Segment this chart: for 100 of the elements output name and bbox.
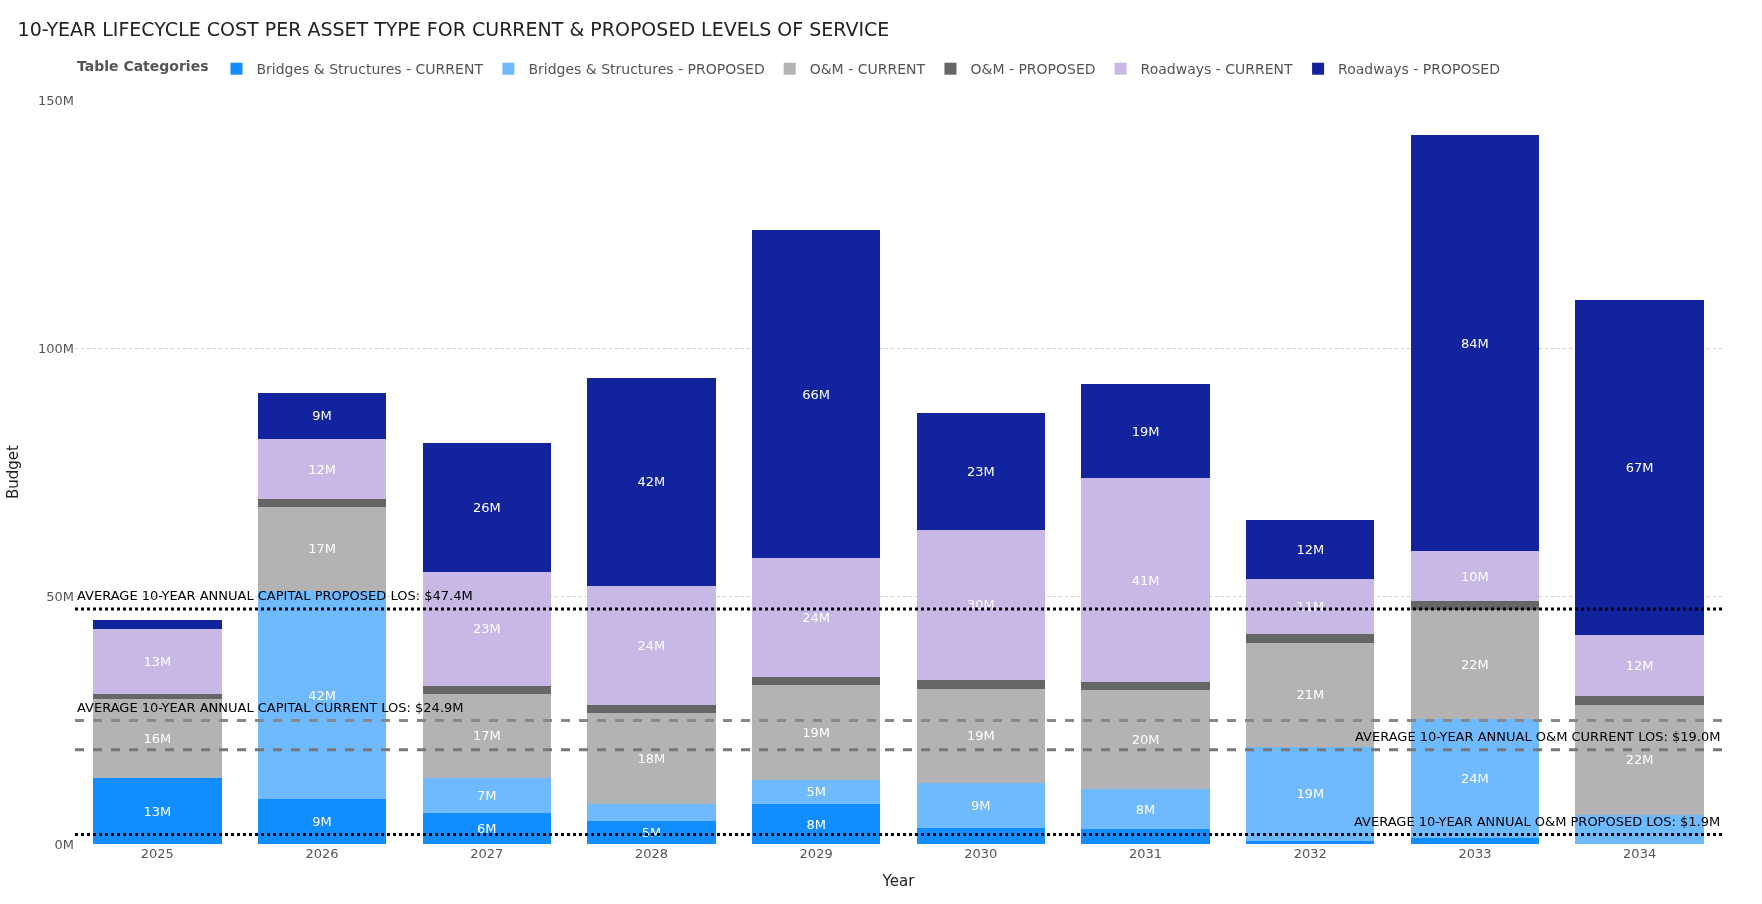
bar xyxy=(1246,633,1375,643)
bar xyxy=(916,782,1046,828)
y-tick-label: 50M xyxy=(46,588,74,604)
bar xyxy=(1575,695,1704,705)
x-tick-label: 2028 xyxy=(634,846,668,861)
data-label: 30M xyxy=(966,597,995,613)
bar xyxy=(751,230,881,558)
bar xyxy=(1081,829,1210,844)
bar xyxy=(257,799,387,844)
data-label: 24M xyxy=(1461,771,1489,787)
data-label: 42M xyxy=(637,474,666,490)
data-label: 12M xyxy=(308,461,336,477)
data-label: 21M xyxy=(1296,687,1325,703)
bar xyxy=(916,680,1046,689)
bar xyxy=(751,676,881,686)
x-tick-label: 2031 xyxy=(1129,846,1163,861)
data-label: 7M xyxy=(477,787,497,803)
bar xyxy=(751,779,881,805)
x-tick-label: 2030 xyxy=(964,846,998,861)
x-tick-label: 2032 xyxy=(1293,846,1327,861)
legend-label: Roadways - CURRENT xyxy=(1140,61,1294,78)
legend-label: Bridges & Structures - PROPOSED xyxy=(528,61,765,78)
y-tick-label: 150M xyxy=(37,92,74,108)
bar xyxy=(1246,841,1375,844)
data-label: 20M xyxy=(1131,732,1160,748)
bar xyxy=(1410,134,1540,552)
bar xyxy=(751,685,881,780)
bar xyxy=(1081,789,1210,830)
x-tick-label: 2027 xyxy=(470,846,504,861)
bar xyxy=(587,804,716,822)
bar xyxy=(587,821,716,844)
bar xyxy=(751,557,881,677)
data-label: 10M xyxy=(1461,568,1489,584)
bar xyxy=(1081,681,1210,691)
data-label: 19M xyxy=(1296,786,1325,802)
bar xyxy=(1081,690,1210,790)
legend-label: O&M - CURRENT xyxy=(809,61,926,78)
data-label: 24M xyxy=(637,638,666,654)
bar xyxy=(916,688,1046,783)
data-label: 9M xyxy=(312,814,332,830)
ref-line-label: AVERAGE 10-YEAR ANNUAL CAPITAL PROPOSED LOS: $47.4M xyxy=(77,588,473,603)
bar xyxy=(587,586,716,706)
x-tick-label: 2025 xyxy=(140,846,174,861)
bar xyxy=(1081,478,1210,682)
y-tick-label: 0M xyxy=(54,836,74,852)
data-label: 9M xyxy=(312,408,332,424)
bar xyxy=(93,629,222,694)
x-tick-label: 2026 xyxy=(305,846,339,861)
bar xyxy=(587,713,716,805)
data-label: 8M xyxy=(806,816,826,832)
bar xyxy=(257,392,387,440)
data-label: 8M xyxy=(1135,801,1156,817)
bar xyxy=(257,498,387,507)
chart-title: 10-YEAR LIFECYCLE COST PER ASSET TYPE FOR CURRENT & PROPOSED LEVELS OF SERVICE xyxy=(17,17,890,40)
bar xyxy=(422,442,551,572)
y-axis-title: Budget xyxy=(4,444,23,499)
data-label: 18M xyxy=(637,751,666,767)
data-label: 19M xyxy=(966,728,995,744)
legend-label: Roadways - PROPOSED xyxy=(1338,61,1500,78)
bar xyxy=(587,705,716,714)
data-label: 26M xyxy=(472,499,501,515)
data-label: 11M xyxy=(1296,598,1325,614)
bar xyxy=(1575,300,1704,635)
data-label: 5M xyxy=(806,784,826,800)
data-label: 16M xyxy=(143,730,172,746)
bar xyxy=(916,529,1046,681)
data-label: 23M xyxy=(966,464,995,480)
data-label: 22M xyxy=(1461,656,1489,672)
bar xyxy=(587,377,716,587)
bar xyxy=(1246,519,1375,580)
bar xyxy=(1246,579,1375,634)
data-label: 9M xyxy=(971,797,991,813)
data-label: 13M xyxy=(143,653,172,669)
data-label: 22M xyxy=(1625,752,1654,768)
bar xyxy=(1410,609,1540,720)
x-tick-label: 2034 xyxy=(1623,846,1657,861)
data-label: 19M xyxy=(802,724,831,740)
bar xyxy=(422,812,551,844)
bar xyxy=(1410,551,1540,601)
bar xyxy=(422,778,551,813)
bar xyxy=(93,693,222,699)
bar xyxy=(257,506,387,592)
data-label: 12M xyxy=(1296,541,1325,557)
bar xyxy=(422,571,551,686)
data-label: 66M xyxy=(802,386,831,402)
x-tick-label: 2033 xyxy=(1458,846,1492,861)
data-label: 23M xyxy=(472,621,501,637)
data-label: 24M xyxy=(802,609,831,625)
legend-title: Table Categories xyxy=(77,58,209,75)
data-label: 84M xyxy=(1461,335,1489,351)
bar xyxy=(1081,384,1210,479)
data-label: 17M xyxy=(308,541,336,557)
data-label: 19M xyxy=(1131,423,1160,439)
data-label: 17M xyxy=(472,728,501,744)
legend-label: O&M - PROPOSED xyxy=(970,61,1096,78)
legend-label: Bridges & Structures - CURRENT xyxy=(256,61,484,78)
x-tick-label: 2029 xyxy=(799,846,833,861)
bar xyxy=(93,620,222,630)
bar xyxy=(751,804,881,844)
bar xyxy=(257,439,387,499)
